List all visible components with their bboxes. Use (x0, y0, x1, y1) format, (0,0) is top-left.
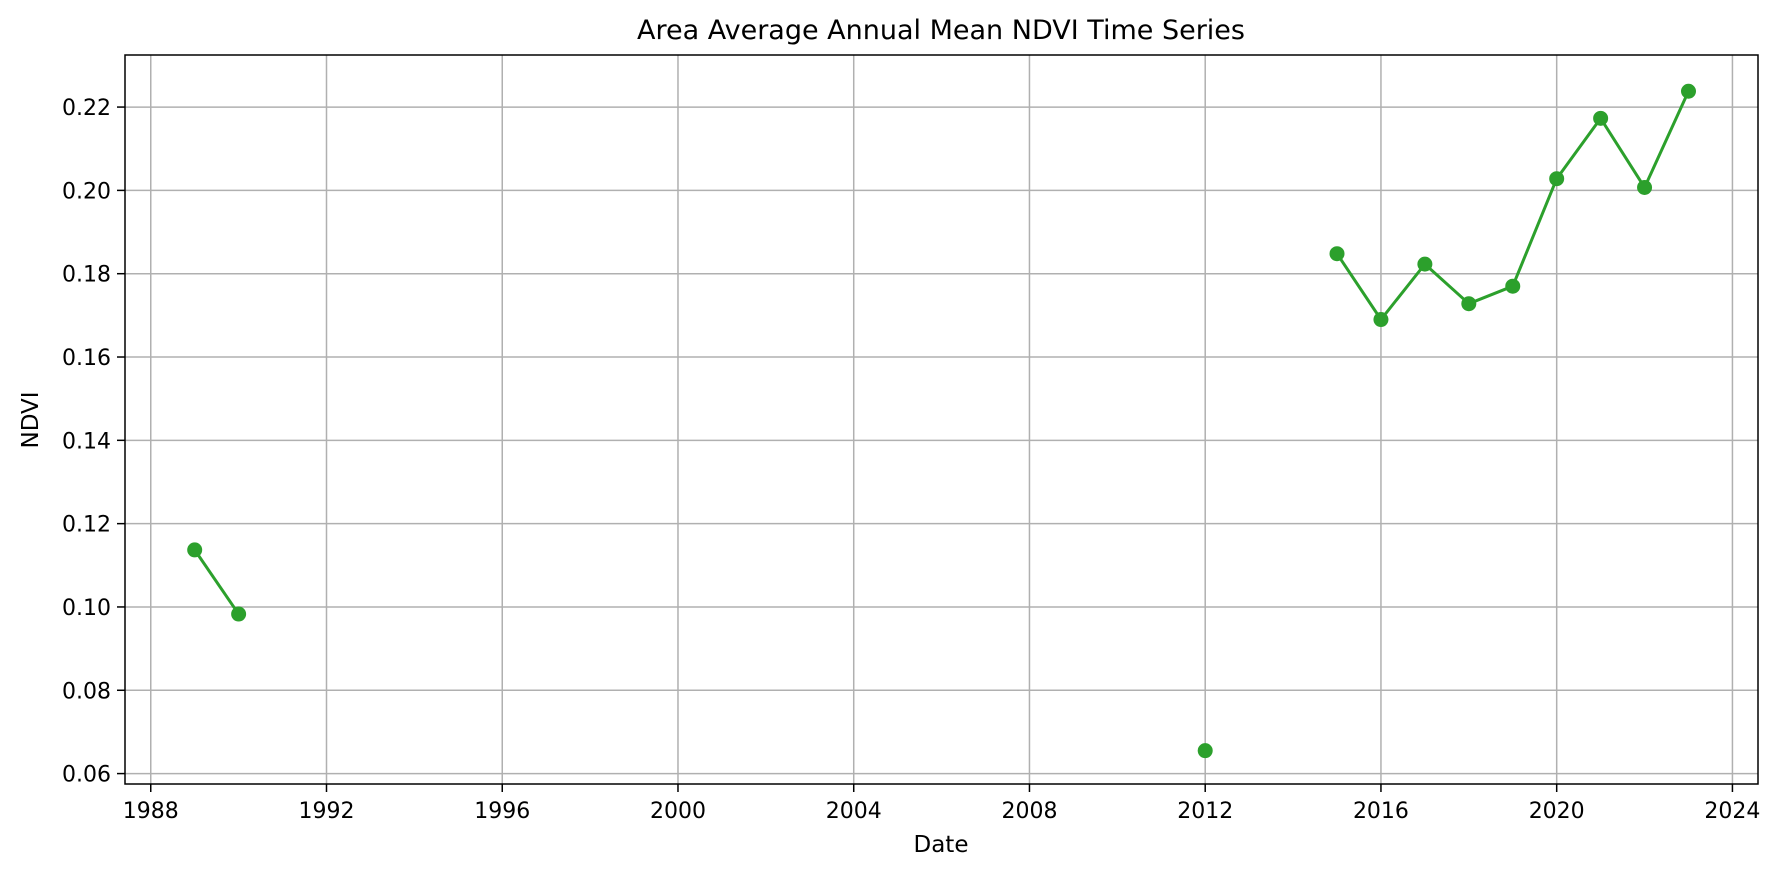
data-point (1549, 171, 1564, 186)
data-point (1330, 246, 1345, 261)
x-tick-label: 1988 (123, 799, 179, 824)
grid-layer (125, 55, 1758, 784)
data-point (1593, 111, 1608, 126)
x-tick-label: 1992 (299, 799, 355, 824)
plot-frame (125, 55, 1758, 784)
x-tick-label: 2004 (826, 799, 882, 824)
x-axis-label: Date (914, 832, 969, 858)
chart-title: Area Average Annual Mean NDVI Time Serie… (637, 15, 1245, 46)
series-layer (187, 84, 1696, 758)
y-tick-label: 0.06 (62, 763, 111, 788)
y-axis-label: NDVI (18, 391, 44, 448)
y-tick-label: 0.18 (62, 263, 111, 288)
x-tick-label: 2012 (1177, 799, 1233, 824)
x-tick-label: 2024 (1704, 799, 1760, 824)
y-tick-label: 0.12 (62, 513, 111, 538)
data-point (1505, 279, 1520, 294)
x-tick-label: 2016 (1353, 799, 1409, 824)
x-tick-label: 2000 (650, 799, 706, 824)
y-tick-label: 0.20 (62, 179, 111, 204)
data-point (231, 607, 246, 622)
tick-layer: 1988 1992 1996 2000 2004 2008 2012 2016 2020 2024… (62, 96, 1760, 824)
y-tick-label: 0.22 (62, 96, 111, 121)
data-point (1637, 180, 1652, 195)
y-tick-label: 0.14 (62, 429, 111, 454)
data-point (1198, 743, 1213, 758)
series-line (195, 550, 239, 614)
x-tick-label: 2020 (1529, 799, 1585, 824)
x-tick-label: 1996 (474, 799, 530, 824)
data-point (1417, 257, 1432, 272)
data-point (1461, 296, 1476, 311)
x-tick-label: 2008 (1001, 799, 1057, 824)
y-tick-label: 0.08 (62, 679, 111, 704)
y-tick-label: 0.16 (62, 346, 111, 371)
data-point (1681, 84, 1696, 99)
y-tick-label: 0.10 (62, 596, 111, 621)
data-point (1373, 312, 1388, 327)
data-point (187, 542, 202, 557)
